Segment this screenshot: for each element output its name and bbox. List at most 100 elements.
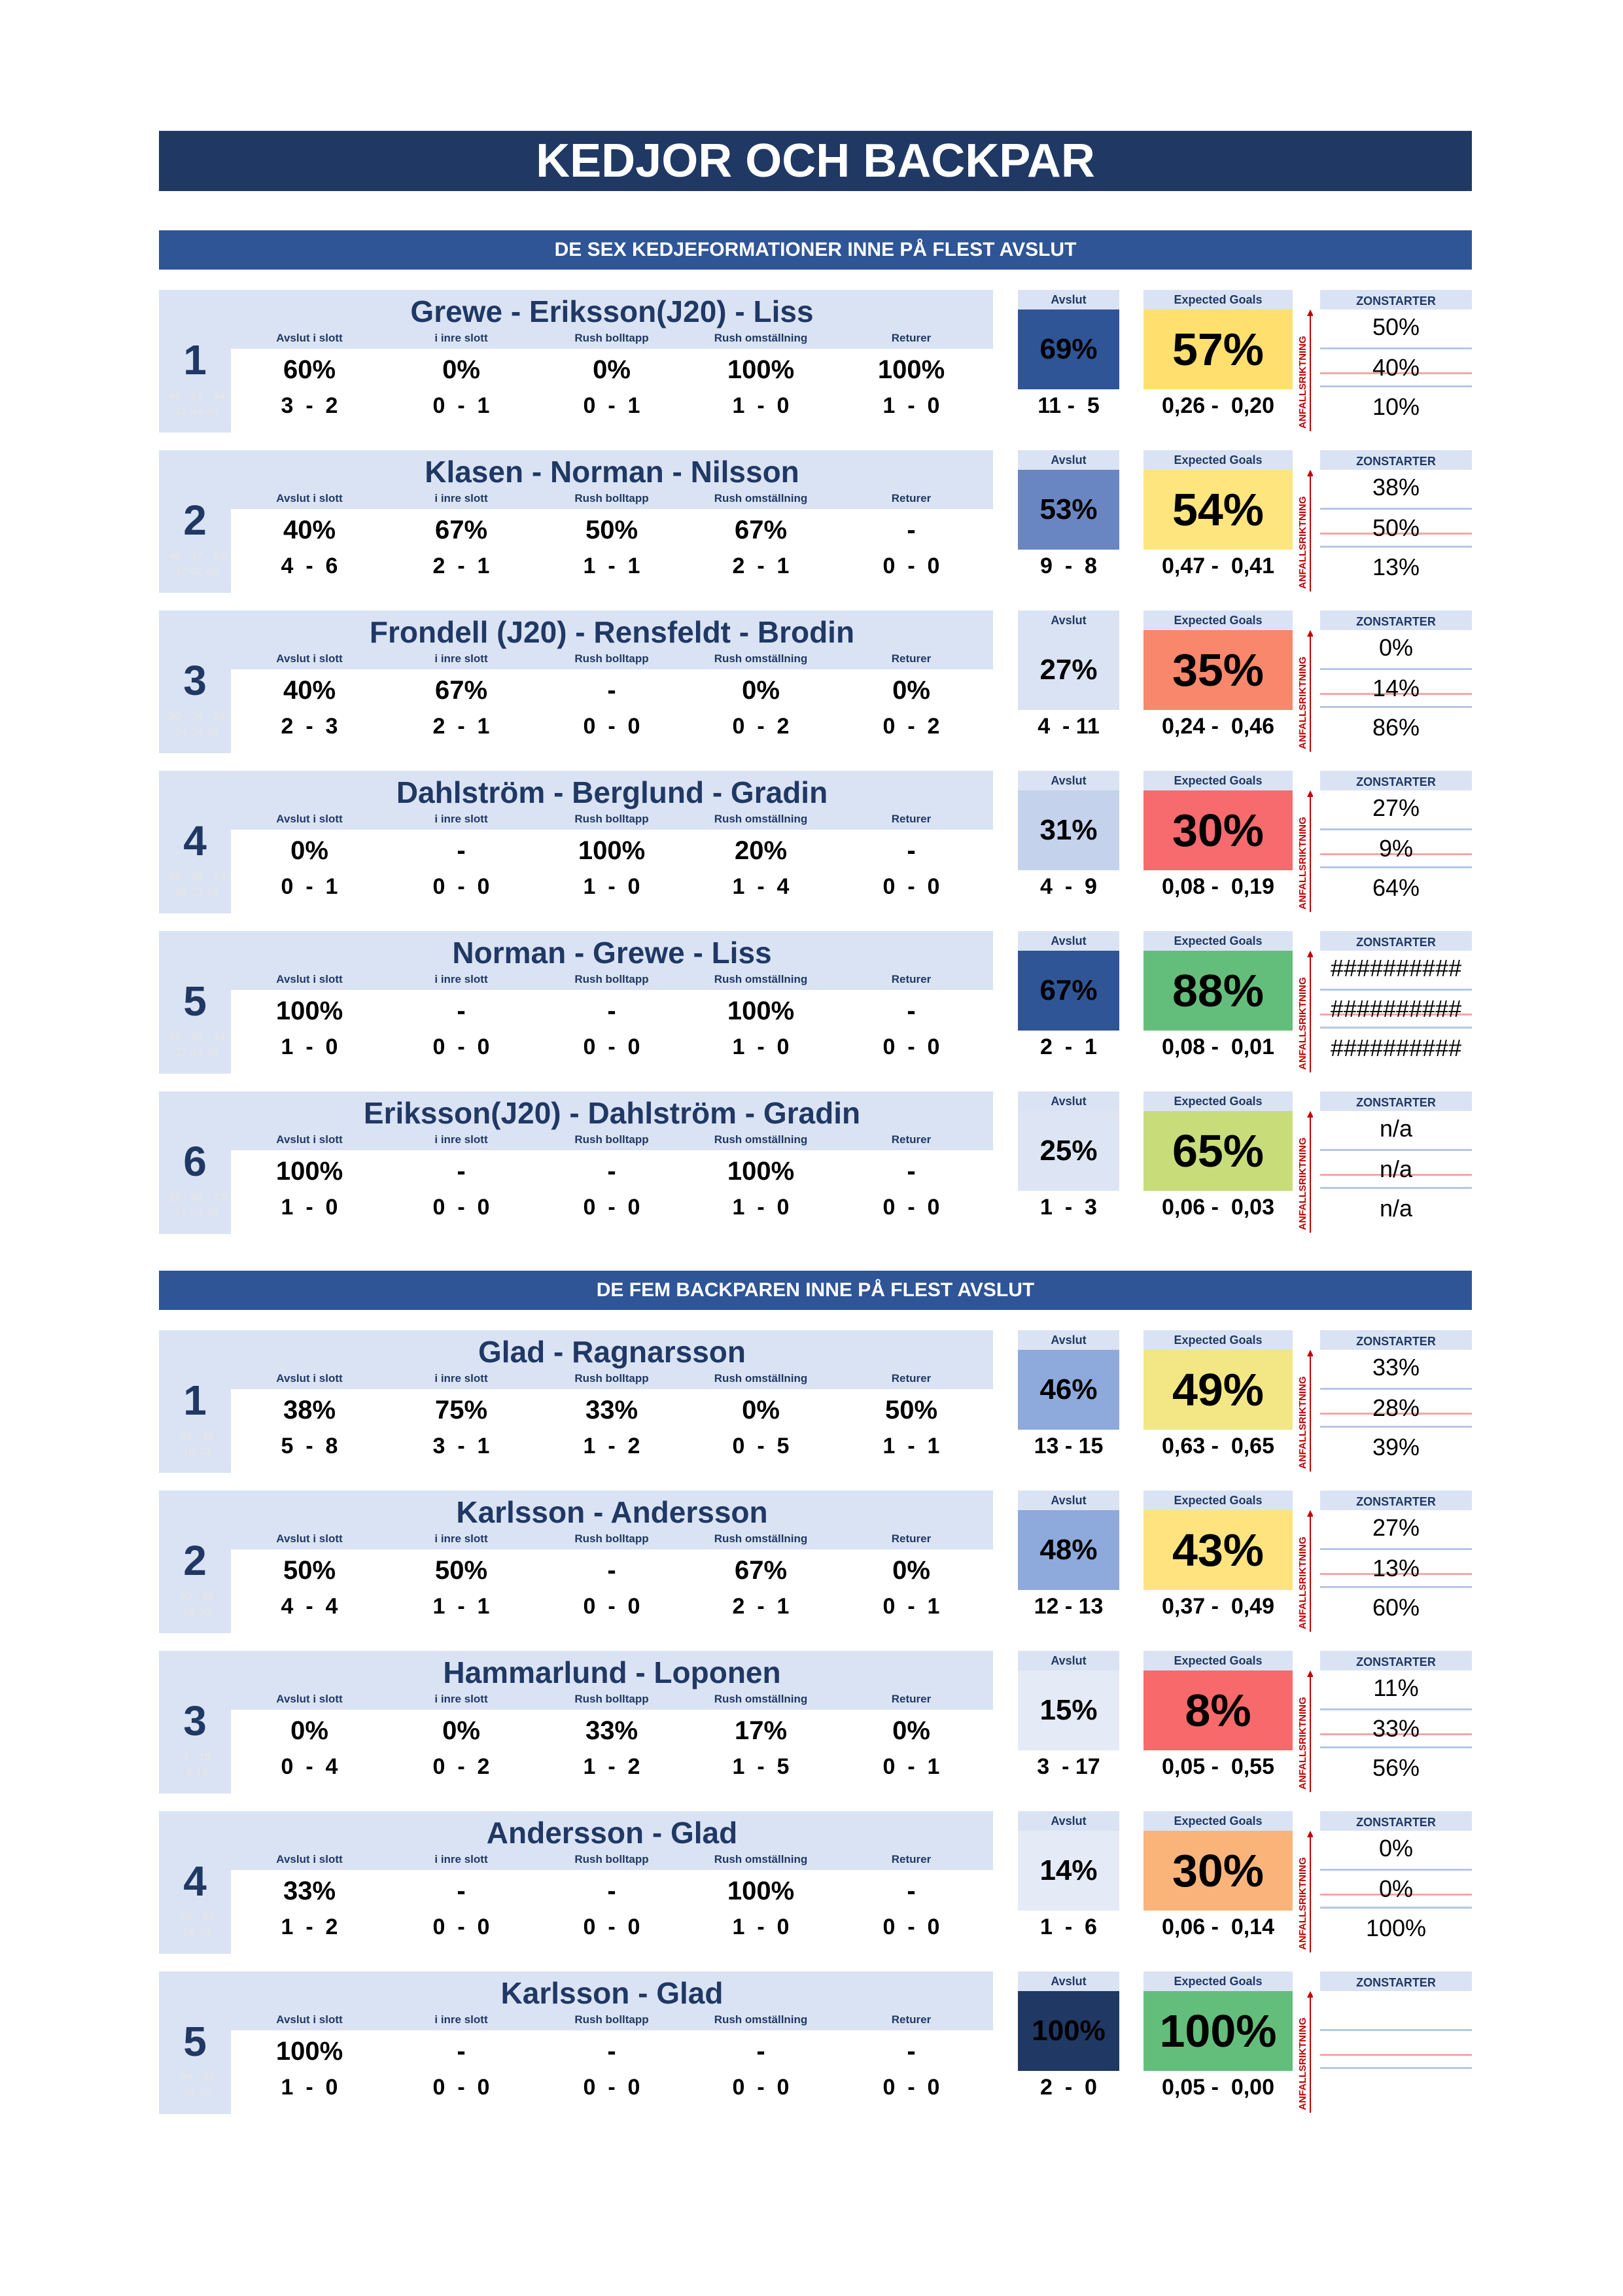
zone-divider bbox=[1320, 668, 1472, 670]
zone-defensive: 60% bbox=[1372, 1594, 1420, 1621]
zone-defensive: 64% bbox=[1372, 874, 1420, 901]
block-background bbox=[159, 1971, 993, 2030]
stat-score: 0 - 0 bbox=[732, 2075, 790, 2100]
column-header: Avslut i slott bbox=[276, 1853, 343, 1865]
stat-percent: 50% bbox=[884, 1396, 938, 1424]
stat-score: 2 - 1 bbox=[732, 1594, 790, 1619]
stat-percent: - bbox=[457, 1877, 466, 1905]
direction-label: ANFALLSRIKTNING bbox=[1297, 1137, 1308, 1230]
avslut-share-box: 100% bbox=[1018, 1991, 1119, 2071]
zone-divider bbox=[1320, 828, 1472, 830]
column-header: Returer bbox=[891, 2013, 932, 2026]
column-header: Avslut i slott bbox=[276, 973, 343, 985]
stat-percent: 100% bbox=[578, 836, 646, 865]
direction-label: ANFALLSRIKTNING bbox=[1297, 817, 1308, 910]
rank-background bbox=[159, 2030, 231, 2114]
zone-divider bbox=[1320, 372, 1472, 374]
stat-percent: 100% bbox=[727, 1877, 795, 1905]
stat-percent: 40% bbox=[283, 516, 336, 544]
column-header: i inre slott bbox=[434, 973, 488, 985]
attack-direction-arrow-icon: ANFALLSRIKTNING bbox=[1297, 951, 1313, 1072]
stat-score: 0 - 2 bbox=[732, 714, 790, 739]
avslut-header: Avslut bbox=[1018, 771, 1119, 790]
ghost-jersey-numbers: 33-90 bbox=[183, 2087, 211, 2099]
column-header: i inre slott bbox=[434, 1532, 488, 1545]
formation-name: Andersson - Glad bbox=[486, 1816, 738, 1850]
formation-name: Frondell (J20) - Rensfeldt - Brodin bbox=[369, 615, 855, 649]
column-header: Rush bolltapp bbox=[574, 2013, 649, 2026]
stat-score: 1 - 0 bbox=[281, 1195, 338, 1220]
stat-score: 0 - 0 bbox=[583, 2075, 640, 2100]
stat-percent: - bbox=[607, 1556, 616, 1585]
rank-number: 2 bbox=[183, 497, 207, 544]
xg-share-box: 30% bbox=[1143, 790, 1293, 870]
stat-percent: - bbox=[607, 997, 616, 1025]
column-header: i inre slott bbox=[434, 1853, 488, 1865]
stat-score: 1 - 0 bbox=[732, 1034, 790, 1059]
rank-number: 5 bbox=[183, 978, 207, 1025]
zone-divider bbox=[1320, 853, 1472, 855]
stat-percent: 67% bbox=[434, 516, 488, 544]
avslut-share-box: 46% bbox=[1018, 1350, 1119, 1430]
stat-score: 0 - 0 bbox=[882, 1195, 940, 1220]
zone-neutral: ########## bbox=[1330, 995, 1462, 1022]
avslut-header: Avslut bbox=[1018, 1491, 1119, 1510]
stat-score: 0 - 0 bbox=[583, 1915, 640, 1939]
zone-divider bbox=[1320, 1187, 1472, 1189]
ghost-jersey-numbers: 4 · 15 bbox=[183, 1750, 211, 1763]
stat-percent: - bbox=[457, 836, 466, 865]
stat-score: 2 - 1 bbox=[432, 714, 490, 739]
stat-percent: 33% bbox=[585, 1716, 638, 1745]
stat-percent: 100% bbox=[275, 1157, 343, 1186]
column-header: Rush bolltapp bbox=[574, 1133, 649, 1146]
column-header: Rush bolltapp bbox=[574, 973, 649, 985]
ghost-jersey-numbers: 90 · 33 bbox=[179, 2071, 215, 2083]
zone-offensive: 27% bbox=[1372, 794, 1420, 821]
column-header: Rush omställning bbox=[714, 652, 808, 665]
zone-header: ZONSTARTER bbox=[1320, 290, 1472, 309]
zone-neutral: 13% bbox=[1372, 1555, 1420, 1581]
column-header: i inre slott bbox=[434, 2013, 488, 2026]
xg-share-box: 30% bbox=[1143, 1831, 1293, 1911]
stat-score: 0 - 1 bbox=[281, 874, 338, 899]
rank-number: 2 bbox=[183, 1537, 207, 1584]
formation-name: Klasen - Norman - Nilsson bbox=[425, 455, 799, 489]
stat-score: 0 - 4 bbox=[281, 1754, 338, 1779]
zone-header: ZONSTARTER bbox=[1320, 1330, 1472, 1350]
rank-background bbox=[159, 669, 231, 753]
rank-background bbox=[159, 990, 231, 1074]
stat-percent: 75% bbox=[434, 1396, 488, 1424]
avslut-score: 12 - 13 bbox=[1034, 1594, 1104, 1619]
stat-score: 1 - 2 bbox=[583, 1754, 640, 1779]
column-header: Rush bolltapp bbox=[574, 652, 649, 665]
stat-percent: 0% bbox=[742, 676, 780, 705]
stat-score: 0 - 1 bbox=[882, 1754, 940, 1779]
avslut-score: 2 - 0 bbox=[1040, 2075, 1097, 2100]
stat-percent: 0% bbox=[290, 1716, 328, 1745]
xg-header: Expected Goals bbox=[1143, 931, 1293, 951]
column-header: i inre slott bbox=[434, 652, 488, 665]
stat-score: 1 - 5 bbox=[732, 1754, 790, 1779]
ghost-jersey-numbers: 24-34-89 bbox=[174, 726, 220, 738]
xg-share-box: 8% bbox=[1143, 1670, 1293, 1750]
avslut-score: 4 - 11 bbox=[1038, 714, 1100, 739]
zone-divider bbox=[1320, 2029, 1472, 2031]
stat-percent: - bbox=[907, 2037, 916, 2066]
column-header: Returer bbox=[891, 1532, 932, 1545]
stat-score: 1 - 2 bbox=[583, 1434, 640, 1458]
zone-divider bbox=[1320, 1869, 1472, 1871]
stat-percent: - bbox=[907, 836, 916, 865]
zone-divider bbox=[1320, 1413, 1472, 1415]
stat-score: 5 - 8 bbox=[281, 1434, 338, 1458]
stat-score: 1 - 0 bbox=[281, 1034, 338, 1059]
zone-defensive: 10% bbox=[1372, 393, 1420, 420]
stat-percent: - bbox=[607, 1157, 616, 1186]
block-background bbox=[159, 290, 993, 349]
stat-score: 0 - 0 bbox=[432, 1195, 490, 1220]
zone-defensive: 100% bbox=[1365, 1915, 1427, 1941]
section-header-lines: DE SEX KEDJEFORMATIONER INNE PÅ FLEST AV… bbox=[159, 230, 1472, 270]
zone-offensive: 11% bbox=[1373, 1674, 1419, 1701]
section-header-pairs: DE FEM BACKPAREN INNE PÅ FLEST AVSLUT bbox=[159, 1271, 1472, 1310]
avslut-share-box: 25% bbox=[1018, 1111, 1119, 1191]
ghost-jersey-numbers: 90 · 24 · 34 bbox=[168, 710, 226, 722]
